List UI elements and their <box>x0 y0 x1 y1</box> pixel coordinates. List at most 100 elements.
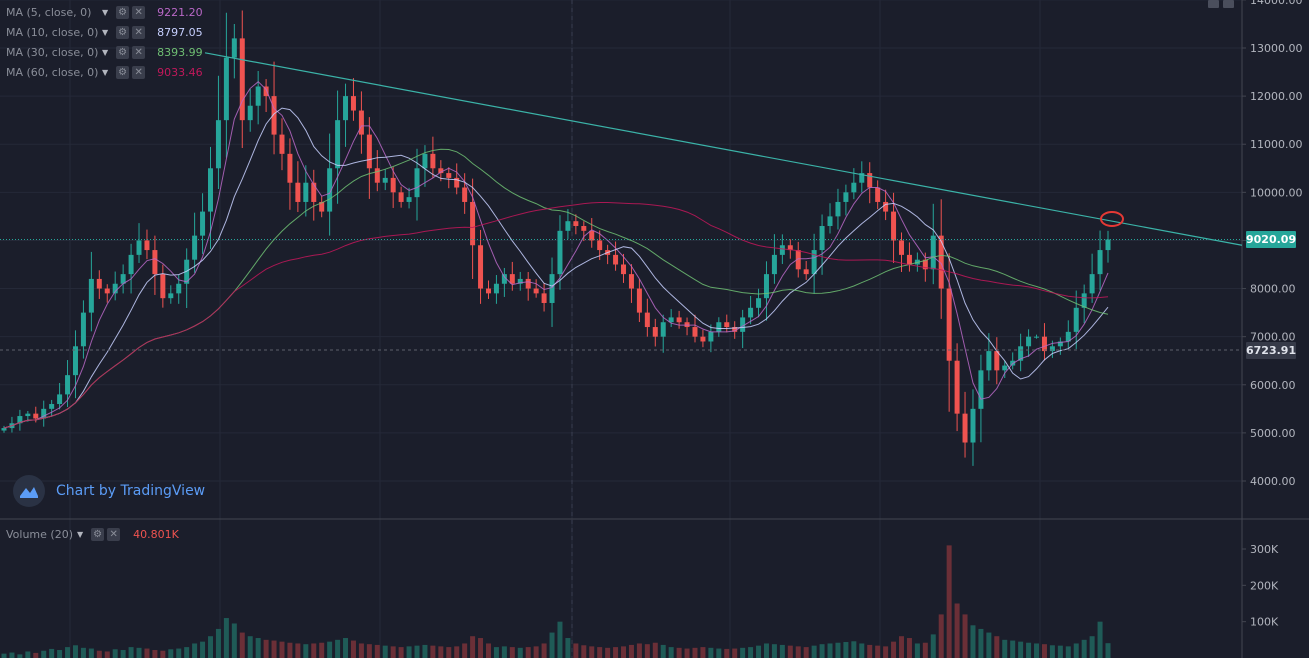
volume-bar <box>795 646 801 658</box>
volume-bar <box>350 640 356 658</box>
scale-button-left[interactable] <box>1208 0 1219 8</box>
legend-ma60[interactable]: MA (60, close, 0) ▼ ⚙ ✕ 9033.46 <box>6 63 203 82</box>
price-tick-label: 11000.00 <box>1250 138 1303 151</box>
volume-bar <box>883 646 889 658</box>
settings-icon[interactable]: ⚙ <box>116 46 130 59</box>
candle-body <box>223 57 229 121</box>
volume-bar <box>184 647 190 658</box>
legend-label: Volume (20) <box>6 528 73 541</box>
candle-body <box>430 153 436 169</box>
candle-body <box>946 288 952 361</box>
candle-body <box>112 283 118 294</box>
volume-bar <box>1018 641 1024 658</box>
volume-bar <box>239 632 245 658</box>
volume-bar <box>613 647 619 658</box>
volume-bar <box>160 650 166 658</box>
chevron-down-icon[interactable]: ▼ <box>102 8 109 17</box>
legend-ma5[interactable]: MA (5, close, 0) ▼ ⚙ ✕ 9221.20 <box>6 3 203 22</box>
settings-icon[interactable]: ⚙ <box>116 66 130 79</box>
settings-icon[interactable]: ⚙ <box>116 6 130 19</box>
legend-volume[interactable]: Volume (20) ▼ ⚙ ✕ 40.801K <box>6 525 179 544</box>
volume-bar <box>57 650 63 658</box>
chevron-down-icon[interactable]: ▼ <box>102 48 109 57</box>
candle-body <box>1081 293 1087 308</box>
candle-body <box>160 274 166 299</box>
volume-bar <box>779 644 785 658</box>
volume-bar <box>914 643 920 658</box>
close-icon[interactable]: ✕ <box>132 46 146 59</box>
candle-body <box>533 288 539 294</box>
volume-bar <box>748 647 754 658</box>
candle-body <box>978 370 984 409</box>
tradingview-logo-icon <box>13 475 45 507</box>
close-icon[interactable]: ✕ <box>132 6 146 19</box>
volume-bar <box>732 648 738 658</box>
volume-bar <box>208 636 214 658</box>
close-icon[interactable]: ✕ <box>107 528 121 541</box>
candle-body <box>954 360 960 414</box>
volume-bar <box>366 644 372 658</box>
volume-bar <box>223 618 229 658</box>
candlesticks <box>1 10 1111 466</box>
price-axis[interactable]: 14000.00 13000.00 12000.00 11000.00 10000.00… <box>1242 0 1303 629</box>
volume-bar <box>374 644 380 658</box>
legend-label: MA (10, close, 0) <box>6 26 99 39</box>
candle-body <box>200 211 206 236</box>
candle-body <box>621 264 627 275</box>
volume-bar <box>271 640 277 658</box>
volume-bar <box>327 641 333 658</box>
settings-icon[interactable]: ⚙ <box>116 26 130 39</box>
scale-button-right[interactable] <box>1223 0 1234 8</box>
candle-body <box>390 177 396 193</box>
volume-bar <box>390 646 396 658</box>
current-price-badge: 9020.09 <box>1246 231 1297 248</box>
candle-body <box>557 230 563 275</box>
candle-body <box>509 274 515 284</box>
candle-body <box>906 254 912 265</box>
volume-bar <box>756 645 762 658</box>
candle-body <box>438 168 444 174</box>
candle-body <box>859 173 865 183</box>
tradingview-watermark[interactable]: Chart by TradingView <box>13 475 205 507</box>
volume-bar <box>168 649 174 658</box>
legend-ma30[interactable]: MA (30, close, 0) ▼ ⚙ ✕ 8393.99 <box>6 43 203 62</box>
close-icon[interactable]: ✕ <box>132 66 146 79</box>
volume-bar <box>906 638 912 658</box>
volume-bar <box>49 648 55 658</box>
chevron-down-icon[interactable]: ▼ <box>102 68 109 77</box>
volume-bar <box>247 636 253 658</box>
volume-bar <box>819 644 825 658</box>
volume-bar <box>136 647 142 658</box>
candle-body <box>835 201 841 217</box>
chevron-down-icon[interactable]: ▼ <box>77 530 84 539</box>
volume-bar <box>740 647 746 658</box>
volume-bar <box>25 651 31 658</box>
volume-bar <box>525 647 531 658</box>
volume-bar <box>120 650 126 658</box>
volume-bar <box>716 648 722 658</box>
volume-bar <box>898 636 904 658</box>
volume-bar <box>9 652 15 658</box>
legend-ma10[interactable]: MA (10, close, 0) ▼ ⚙ ✕ 8797.05 <box>6 23 203 42</box>
candle-body <box>335 120 341 169</box>
settings-icon[interactable]: ⚙ <box>91 528 105 541</box>
volume-bar <box>501 646 507 658</box>
candle-body <box>636 288 642 313</box>
candle-body <box>875 187 881 202</box>
volume-bar <box>1049 645 1055 658</box>
close-icon[interactable]: ✕ <box>132 26 146 39</box>
price-tick-label: 14000.00 <box>1250 0 1303 7</box>
price-tick-label: 13000.00 <box>1250 42 1303 55</box>
candle-body <box>589 230 595 241</box>
volume-bar <box>1097 621 1103 658</box>
volume-bar <box>96 650 102 658</box>
volume-bar <box>636 643 642 658</box>
candle-body <box>644 312 650 328</box>
legend-label: MA (5, close, 0) <box>6 6 92 19</box>
candle-body <box>208 168 214 212</box>
volume-bar <box>708 647 714 658</box>
volume-bar <box>72 645 78 658</box>
chevron-down-icon[interactable]: ▼ <box>102 28 109 37</box>
candle-body <box>1105 239 1111 251</box>
